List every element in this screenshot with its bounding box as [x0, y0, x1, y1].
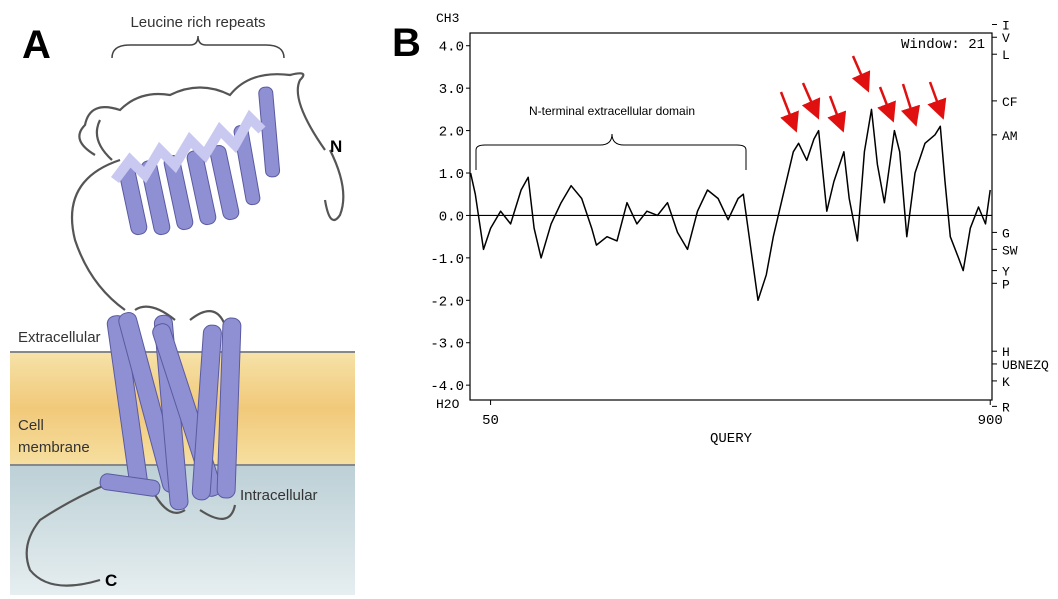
y-tick-label: -1.0: [430, 252, 464, 268]
repeats-label: Leucine rich repeats: [130, 14, 265, 31]
y2-tick-label: G: [1002, 226, 1010, 241]
extracellular-label: Extracellular: [18, 329, 101, 346]
domain-bracket: [475, 133, 747, 170]
peak-arrows: [779, 55, 947, 133]
y-bottom-label: H2O: [436, 397, 460, 412]
domain-label: N-terminal extracellular domain: [529, 104, 695, 118]
lrr-helices: [111, 86, 281, 236]
x-tick-label: 50: [482, 413, 499, 429]
y-tick-label: 1.0: [439, 167, 464, 183]
y2-tick-label: UBNEZQ: [1002, 358, 1049, 373]
y2-tick-label: L: [1002, 48, 1010, 63]
panel-label: B: [392, 21, 421, 65]
panel-b: B CH3 H2O QUERY Window: 21 N-terminal ex…: [392, 11, 1049, 447]
hydropathy-line: [469, 108, 991, 302]
y2-tick-label: R: [1002, 400, 1010, 415]
repeats-bracket: [111, 35, 285, 59]
c-terminus: C: [105, 571, 117, 590]
loop: [70, 72, 345, 311]
y2-tick-label: H: [1002, 345, 1010, 360]
panel-label: A: [22, 23, 51, 67]
y-tick-label: 4.0: [439, 40, 464, 56]
membrane-label: Cell: [18, 417, 44, 434]
y2-tick-label: CF: [1002, 95, 1018, 110]
loop: [25, 305, 237, 587]
y2-tick-label: V: [1002, 31, 1010, 46]
tm-helices: [99, 312, 242, 511]
y2-tick-label: SW: [1002, 243, 1018, 258]
window-label: Window: 21: [901, 37, 985, 53]
y-tick-label: 2.0: [439, 125, 464, 141]
plot-frame: [469, 32, 993, 401]
y2-tick-label: AM: [1002, 129, 1018, 144]
panel-a: A Leucine rich repeats N C Extracellular: [10, 14, 355, 595]
x-axis-label: QUERY: [710, 431, 753, 447]
x-tick-label: 900: [978, 413, 1003, 429]
y2-tick-label: K: [1002, 375, 1010, 390]
beta-strands: [111, 109, 266, 184]
y-tick-label: 3.0: [439, 82, 464, 98]
y-tick-label: -4.0: [430, 379, 464, 395]
y-tick-label: -3.0: [430, 337, 464, 353]
n-terminus: N: [330, 137, 342, 156]
y-top-label: CH3: [436, 11, 459, 26]
y-tick-label: -2.0: [430, 294, 464, 310]
intracellular-label: Intracellular: [240, 487, 318, 504]
y-tick-label: 0.0: [439, 209, 464, 225]
membrane-label: membrane: [18, 439, 90, 456]
y2-tick-label: Y: [1002, 265, 1010, 280]
y2-tick-label: P: [1002, 277, 1010, 292]
y2-tick-label: I: [1002, 19, 1010, 34]
